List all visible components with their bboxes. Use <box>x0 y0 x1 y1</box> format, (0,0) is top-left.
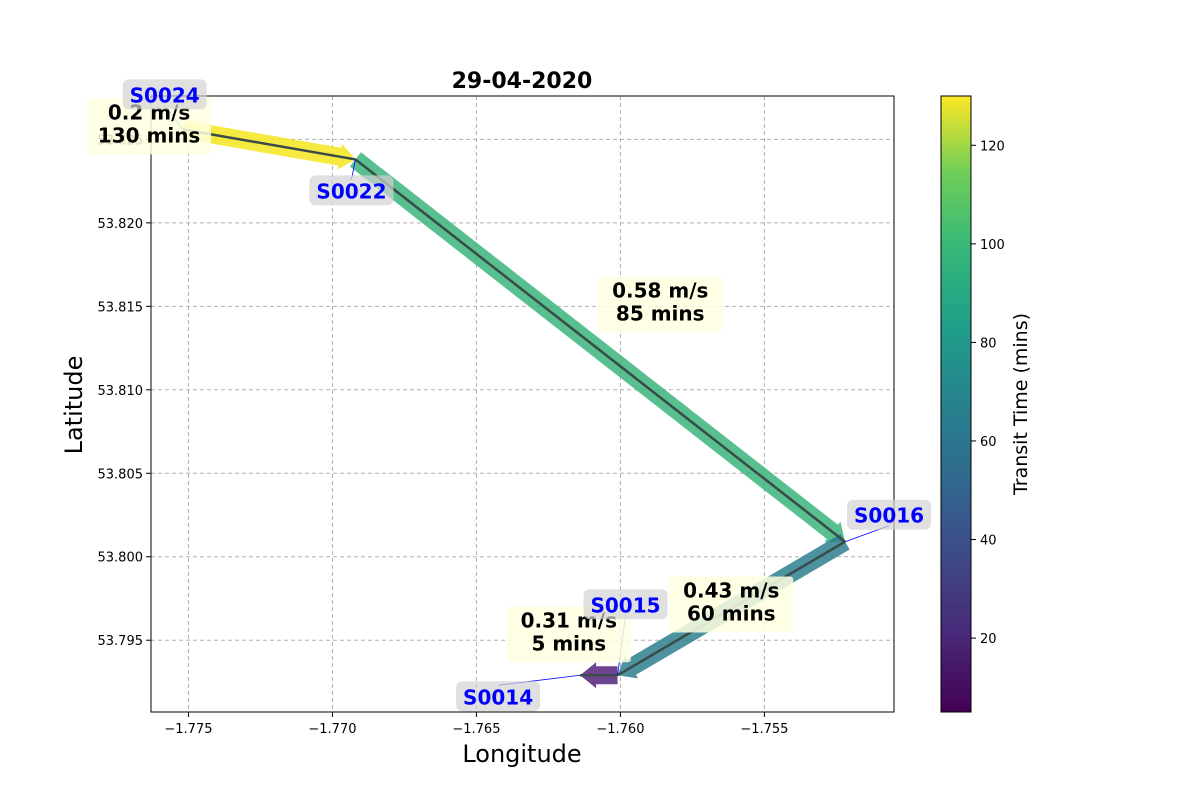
y-tick-label: 53.810 <box>98 384 144 399</box>
segment-label: 0.43 m/s60 mins <box>669 576 794 633</box>
station-label-box <box>122 79 207 110</box>
y-tick-label: 53.795 <box>98 634 144 649</box>
station-label-s0016: S0016 <box>847 499 932 530</box>
segment-transit: 5 mins <box>531 631 606 655</box>
segment-transit: 85 mins <box>616 302 705 326</box>
station-name: S0016 <box>854 504 924 528</box>
colorbar-tick-label: 60 <box>980 435 997 450</box>
x-tick-label: −1.765 <box>452 722 500 737</box>
y-axis-label: Latitude <box>60 356 88 455</box>
segment-speed: 0.58 m/s <box>612 279 708 303</box>
x-tick-label: −1.770 <box>308 722 356 737</box>
station-label-s0022: S0022 <box>309 175 394 206</box>
colorbar-tick-label: 20 <box>980 632 997 647</box>
station-label-s0015: S0015 <box>583 589 668 620</box>
segment-label-box <box>598 276 723 333</box>
colorbar <box>940 95 972 713</box>
station-label-s0024: S0024 <box>122 79 207 110</box>
station-name: S0015 <box>590 593 660 617</box>
y-tick-label: 53.820 <box>98 217 144 232</box>
station-label-box <box>847 499 932 530</box>
x-tick-label: −1.760 <box>596 722 644 737</box>
track-line <box>182 128 356 161</box>
x-tick-label: −1.775 <box>164 722 212 737</box>
segment-label-box <box>87 98 212 155</box>
x-axis-label: Longitude <box>462 740 581 768</box>
segment-transit: 130 mins <box>98 123 201 147</box>
colorbar-tick-label: 100 <box>980 238 1005 253</box>
station-name: S0014 <box>463 685 533 709</box>
segment-label-box <box>669 576 794 633</box>
chart-title: 29-04-2020 <box>452 69 593 94</box>
station-label-box <box>583 589 668 620</box>
segment-label-box <box>506 606 631 663</box>
plot-frame <box>150 95 895 713</box>
station-label-s0014: S0014 <box>456 681 541 712</box>
station-name: S0022 <box>316 179 386 203</box>
colorbar-tick-label: 40 <box>980 534 997 549</box>
station-name: S0024 <box>130 83 200 107</box>
y-tick-label: 53.800 <box>98 551 144 566</box>
colorbar-label: Transit Time (mins) <box>1010 313 1032 496</box>
y-tick-label: 53.805 <box>98 467 144 482</box>
x-tick-label: −1.755 <box>740 722 788 737</box>
segment-label: 0.58 m/s85 mins <box>598 276 723 333</box>
segment-transit: 60 mins <box>687 601 776 625</box>
station-label-box <box>309 175 394 206</box>
track-line <box>354 158 846 543</box>
station-label-box <box>456 681 541 712</box>
colorbar-tick-label: 120 <box>980 139 1005 154</box>
segment-speed: 0.43 m/s <box>683 578 779 602</box>
y-tick-label: 53.815 <box>98 300 144 315</box>
colorbar-tick-label: 80 <box>980 336 997 351</box>
